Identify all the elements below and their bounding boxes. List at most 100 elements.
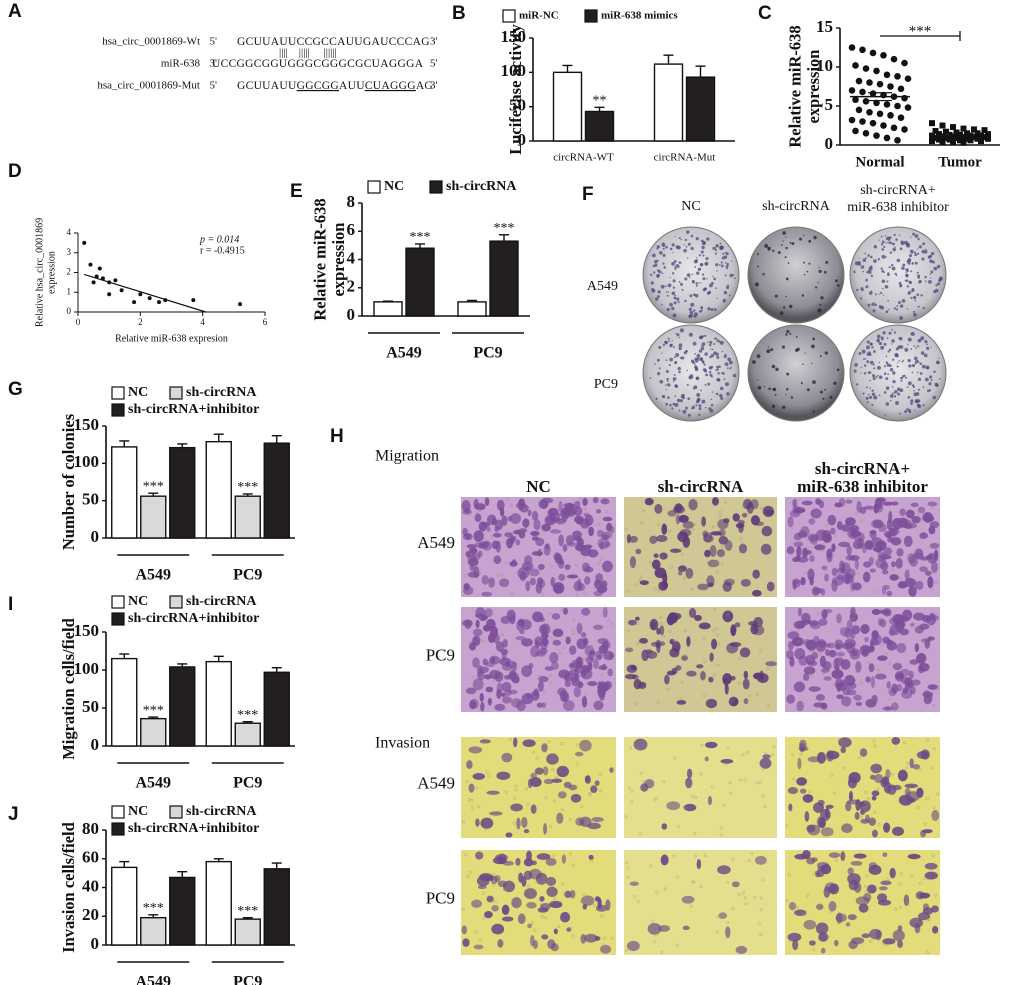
colony [903,374,906,378]
pore [770,752,775,757]
colony [697,267,701,271]
cell [544,666,554,671]
data-point [957,137,963,144]
cell [501,681,512,692]
fit-line [84,273,206,313]
pore [663,887,667,891]
cell [718,912,728,919]
pore [796,640,800,644]
pore [711,525,715,529]
pore [549,564,553,568]
pore [474,930,478,934]
pore [636,641,640,645]
pore [916,805,920,809]
pore [596,584,600,589]
colony [684,406,688,410]
cell [673,505,685,514]
data-point [852,62,859,69]
cell [685,777,693,789]
pore [487,774,491,778]
colony [672,279,676,283]
bar [140,717,167,747]
cell [529,577,536,586]
data-point [887,83,894,90]
cell [601,663,607,671]
colony [885,402,890,406]
colony [785,295,787,298]
pore [692,880,696,884]
y-tick-label: 4 [67,227,72,237]
colony [911,288,915,293]
colony [694,365,698,369]
pore [477,509,481,513]
pore [864,800,868,804]
pore [747,859,751,863]
colony [905,271,908,274]
colony [680,238,683,241]
significance: *** [143,901,164,916]
data-point [890,124,898,132]
colony [906,308,909,310]
cell [660,854,669,866]
cell [846,619,853,632]
colony [689,310,694,315]
data-point [932,127,939,134]
cell [676,700,687,705]
cell [485,686,494,693]
cell [861,933,871,939]
cell [682,521,694,529]
pore [888,613,892,617]
pore [932,805,936,809]
cell [484,608,493,618]
colony [662,253,666,257]
pore [502,539,507,544]
cell [505,832,513,838]
bar [234,722,261,747]
cell [593,658,599,669]
cell [541,632,549,640]
colony [803,234,805,237]
cell [871,795,877,801]
pore [491,883,495,887]
pore [560,608,564,612]
pore [624,861,629,865]
pore [871,698,875,702]
sequence-name: miR-638 [161,58,201,70]
colony [757,265,759,268]
pore [588,791,592,795]
cell [836,651,845,657]
colony [910,399,914,403]
legend-label: NC [384,179,404,194]
cell [534,767,544,775]
colony [796,347,800,351]
cell [807,533,819,542]
colony [702,240,707,245]
pore [552,854,556,858]
colony [656,245,660,249]
colony [909,236,912,238]
cell [521,693,534,705]
colony [782,240,784,242]
colony [674,296,676,299]
pore [500,646,504,651]
colony [700,309,703,312]
colony [913,251,917,254]
colony [654,363,656,365]
colony [898,412,901,415]
pore [471,568,475,572]
cell [501,692,506,697]
pore [662,779,666,784]
colony [887,350,890,353]
data-point [971,126,977,133]
colony [782,231,786,235]
cell [904,680,912,691]
row-label: A549 [417,773,455,792]
cell [523,829,530,834]
pairing: |||| ||||| |||||| [279,47,337,59]
cell [865,676,871,683]
colony [866,340,870,344]
data-point [985,131,991,138]
data-point [960,134,967,141]
data-point [848,44,856,51]
cell [686,768,693,779]
